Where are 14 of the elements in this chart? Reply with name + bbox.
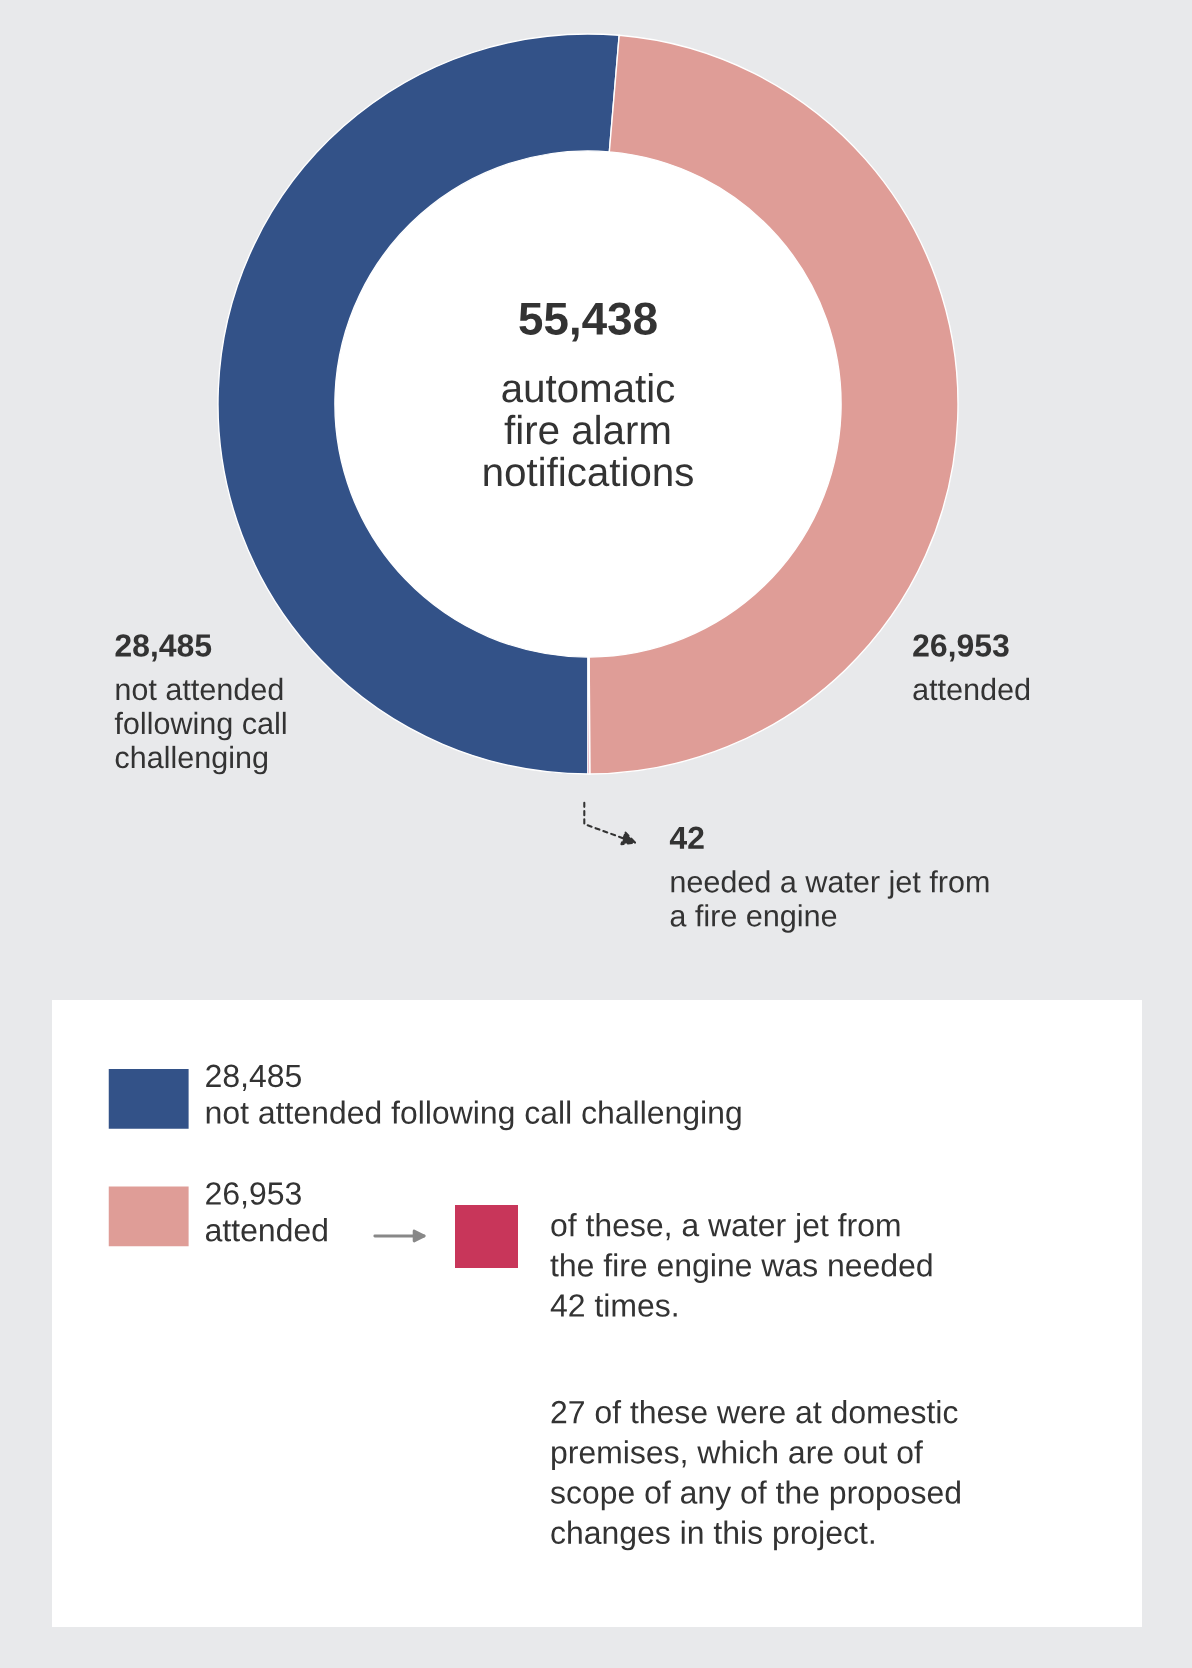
text: 55,438	[519, 302, 657, 342]
slice-label: needed a water jet from a fire engine	[670, 870, 989, 933]
text: of these, a water jet from the fire engine was needed 42 times.	[550, 1213, 932, 1317]
slice-label: not attended following call challenging	[114, 677, 286, 775]
slice-label: attended	[913, 677, 1030, 701]
data-label: 28,485	[115, 634, 212, 662]
legend-label: not attended following call challenging	[206, 1100, 741, 1131]
data-label: 26,953	[913, 634, 1009, 662]
text: 27 of these were at domestic premises, which are out of scope of any of the proposed changes in this project.	[550, 1400, 960, 1551]
text: automatic fire alarm notifications	[484, 372, 693, 487]
text: 26,953	[206, 1182, 301, 1209]
text: 28,485	[206, 1064, 301, 1091]
legend-label: attended	[205, 1218, 327, 1242]
data-label: 42	[669, 826, 704, 849]
